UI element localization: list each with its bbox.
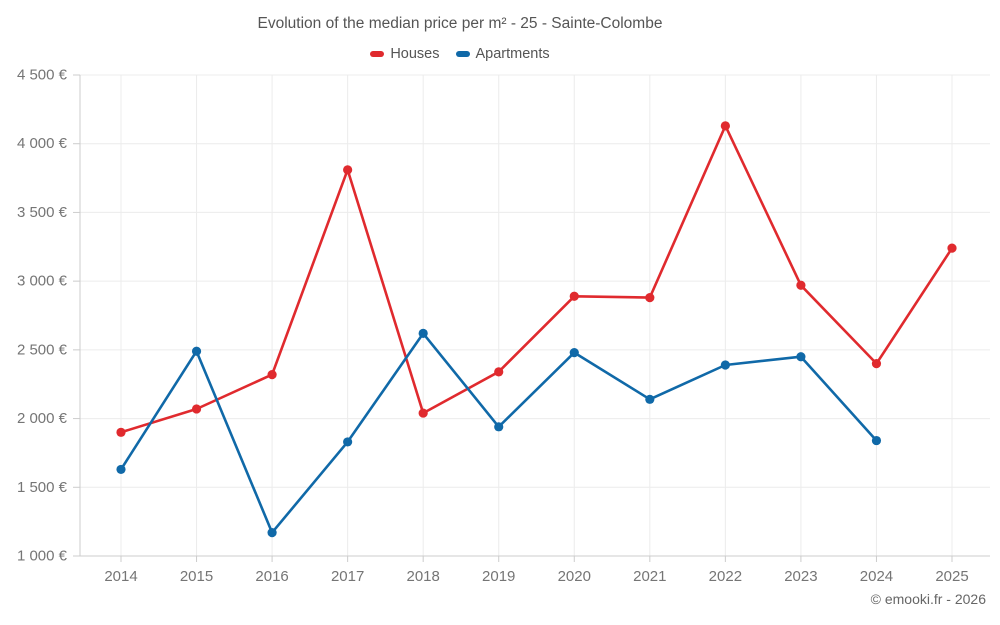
data-point-apartments-2019[interactable] [494, 422, 504, 432]
data-point-houses-2025[interactable] [947, 243, 957, 253]
data-point-houses-2017[interactable] [343, 165, 353, 175]
data-point-houses-2016[interactable] [267, 369, 277, 380]
x-axis-tick-label: 2024 [860, 568, 893, 585]
copyright: © emooki.fr - 2026 [870, 591, 986, 607]
data-point-apartments-2017[interactable] [343, 437, 353, 447]
data-point-apartments-2018[interactable] [418, 328, 428, 338]
x-axis-tick-label: 2018 [406, 568, 439, 585]
data-point-apartments-2016[interactable] [267, 528, 277, 538]
data-point-houses-2019[interactable] [494, 367, 504, 377]
data-point-houses-2018[interactable] [418, 408, 428, 418]
data-point-houses-2021[interactable] [645, 293, 655, 303]
data-point-apartments-2024[interactable] [871, 435, 882, 446]
apartments-series-swatch-icon [455, 51, 470, 57]
y-axis-tick-label: 4 000 € [17, 135, 68, 152]
x-axis-tick-label: 2023 [784, 568, 817, 585]
data-point-houses-2014[interactable] [116, 427, 126, 437]
x-axis-tick-label: 2017 [331, 568, 364, 585]
data-point-apartments-2023[interactable] [796, 352, 806, 362]
data-point-houses-2024[interactable] [871, 359, 882, 369]
y-axis-tick-label: 3 500 € [17, 204, 68, 221]
data-point-houses-2020[interactable] [569, 291, 579, 301]
y-axis-tick-label: 1 000 € [17, 548, 68, 565]
houses-series-swatch-icon [370, 51, 385, 57]
legend-item-houses[interactable]: Houses [370, 46, 440, 62]
chart-line-houses [119, 124, 954, 434]
data-point-apartments-2015[interactable] [191, 346, 202, 356]
chart-title: Evolution of the median price per m² - 2… [257, 15, 663, 32]
data-point-houses-2022[interactable] [720, 121, 730, 131]
x-axis-tick-label: 2020 [558, 568, 591, 585]
data-point-apartments-2022[interactable] [720, 360, 730, 370]
y-axis-tick-label: 3 000 € [17, 273, 68, 290]
x-axis-tick-label: 2015 [180, 568, 213, 585]
data-point-apartments-2014[interactable] [116, 464, 126, 475]
data-point-apartments-2021[interactable] [645, 394, 655, 404]
y-axis-tick-label: 2 000 € [17, 410, 68, 427]
legend-label-apartments: Apartments [475, 46, 550, 62]
y-axis-tick-label: 4 500 € [17, 67, 68, 84]
data-point-houses-2015[interactable] [191, 404, 202, 414]
legend-item-apartments[interactable]: Apartments [455, 46, 550, 62]
legend-label-houses: Houses [390, 46, 440, 62]
y-axis-tick-label: 1 500 € [17, 479, 68, 496]
x-axis-tick-label: 2014 [104, 568, 137, 585]
x-axis-tick-label: 2022 [709, 568, 742, 585]
x-axis-tick-label: 2019 [482, 568, 515, 585]
data-point-apartments-2020[interactable] [569, 348, 579, 358]
y-axis-tick-label: 2 500 € [17, 341, 68, 358]
chart-legend: Houses Apartments [0, 46, 920, 62]
x-axis-tick-label: 2016 [255, 568, 288, 585]
x-axis-tick-label: 2021 [633, 568, 666, 585]
x-axis-tick-label: 2025 [935, 568, 968, 585]
data-point-houses-2023[interactable] [796, 280, 806, 290]
